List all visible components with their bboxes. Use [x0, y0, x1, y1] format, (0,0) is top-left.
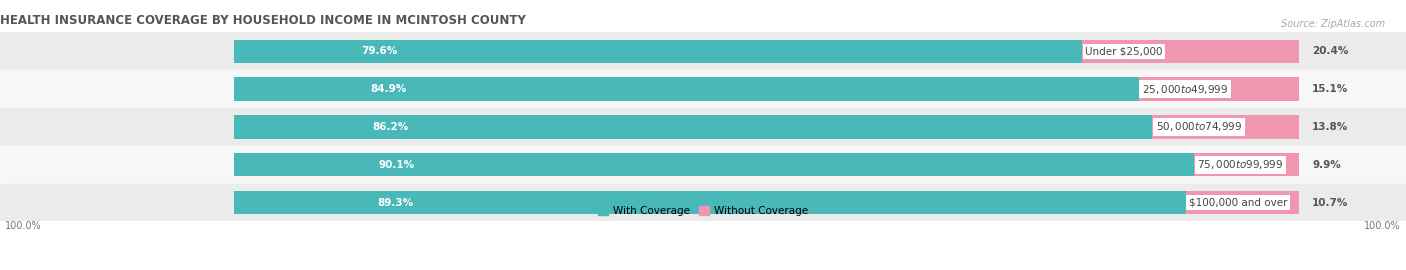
Bar: [0, 146, 1406, 184]
Bar: [1185, 191, 1299, 214]
Bar: [0, 70, 1406, 108]
Text: $100,000 and over: $100,000 and over: [1188, 197, 1288, 208]
Text: 90.1%: 90.1%: [378, 160, 415, 170]
Bar: [235, 115, 1153, 139]
Bar: [1139, 77, 1299, 101]
Bar: [0, 32, 1406, 70]
Text: 89.3%: 89.3%: [377, 197, 413, 208]
Text: HEALTH INSURANCE COVERAGE BY HOUSEHOLD INCOME IN MCINTOSH COUNTY: HEALTH INSURANCE COVERAGE BY HOUSEHOLD I…: [0, 14, 526, 27]
Text: 10.7%: 10.7%: [1312, 197, 1348, 208]
Text: Under $25,000: Under $25,000: [1085, 46, 1163, 56]
Bar: [1153, 115, 1299, 139]
Bar: [1083, 40, 1299, 63]
Text: 15.1%: 15.1%: [1312, 84, 1348, 94]
Text: 86.2%: 86.2%: [373, 122, 408, 132]
Text: 84.9%: 84.9%: [370, 84, 406, 94]
Bar: [235, 40, 1083, 63]
Bar: [235, 153, 1194, 176]
Text: 100.0%: 100.0%: [6, 221, 42, 231]
Bar: [235, 191, 1185, 214]
Bar: [0, 108, 1406, 146]
Legend: With Coverage, Without Coverage: With Coverage, Without Coverage: [593, 202, 813, 220]
Bar: [235, 77, 1139, 101]
Text: 13.8%: 13.8%: [1312, 122, 1348, 132]
Text: 79.6%: 79.6%: [361, 46, 398, 56]
Text: 100.0%: 100.0%: [1364, 221, 1400, 231]
Bar: [1194, 153, 1299, 176]
Text: 9.9%: 9.9%: [1312, 160, 1341, 170]
Text: $50,000 to $74,999: $50,000 to $74,999: [1156, 120, 1241, 133]
Bar: [0, 184, 1406, 221]
Text: $25,000 to $49,999: $25,000 to $49,999: [1142, 83, 1229, 96]
Text: Source: ZipAtlas.com: Source: ZipAtlas.com: [1281, 19, 1385, 29]
Text: 20.4%: 20.4%: [1312, 46, 1348, 56]
Text: $75,000 to $99,999: $75,000 to $99,999: [1198, 158, 1284, 171]
